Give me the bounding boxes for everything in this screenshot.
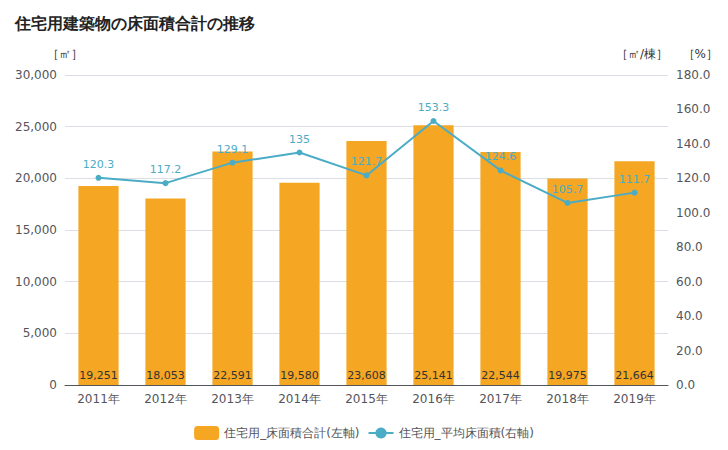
svg-text:住宅用_床面積合計(左軸): 住宅用_床面積合計(左軸) bbox=[223, 426, 359, 440]
svg-text:22,544: 22,544 bbox=[481, 369, 520, 382]
svg-text:住宅用_平均床面積(右軸): 住宅用_平均床面積(右軸) bbox=[398, 426, 534, 440]
svg-text:105.7: 105.7 bbox=[552, 183, 584, 196]
svg-text:140.0: 140.0 bbox=[676, 137, 710, 151]
svg-text:2014年: 2014年 bbox=[278, 392, 321, 406]
svg-text:120.3: 120.3 bbox=[83, 158, 115, 171]
svg-text:［%］: ［%］ bbox=[683, 47, 718, 61]
svg-text:121.7: 121.7 bbox=[351, 155, 383, 168]
svg-text:0.0: 0.0 bbox=[676, 378, 695, 392]
svg-text:100.0: 100.0 bbox=[676, 206, 710, 220]
svg-text:19,975: 19,975 bbox=[548, 369, 587, 382]
svg-text:124.6: 124.6 bbox=[485, 150, 517, 163]
svg-text:［㎡/棟］: ［㎡/棟］ bbox=[616, 47, 668, 61]
svg-text:19,580: 19,580 bbox=[280, 369, 319, 382]
svg-text:23,608: 23,608 bbox=[347, 369, 386, 382]
svg-text:153.3: 153.3 bbox=[418, 101, 450, 114]
svg-text:20,000: 20,000 bbox=[15, 171, 57, 185]
svg-text:21,664: 21,664 bbox=[615, 369, 654, 382]
svg-text:5,000: 5,000 bbox=[23, 326, 57, 340]
svg-text:40.0: 40.0 bbox=[676, 309, 703, 323]
svg-text:22,591: 22,591 bbox=[213, 369, 252, 382]
svg-text:2018年: 2018年 bbox=[546, 392, 589, 406]
svg-text:18,053: 18,053 bbox=[146, 369, 185, 382]
svg-text:19,251: 19,251 bbox=[79, 369, 118, 382]
svg-text:2015年: 2015年 bbox=[345, 392, 388, 406]
svg-text:2011年: 2011年 bbox=[77, 392, 120, 406]
svg-text:80.0: 80.0 bbox=[676, 240, 703, 254]
svg-text:25,141: 25,141 bbox=[414, 369, 453, 382]
svg-text:［㎡］: ［㎡］ bbox=[47, 47, 83, 61]
svg-text:111.7: 111.7 bbox=[619, 173, 651, 186]
svg-text:2016年: 2016年 bbox=[412, 392, 455, 406]
svg-text:180.0: 180.0 bbox=[676, 68, 710, 82]
svg-text:住宅用建築物の床面積合計の推移: 住宅用建築物の床面積合計の推移 bbox=[14, 14, 255, 33]
svg-text:2013年: 2013年 bbox=[211, 392, 254, 406]
svg-text:160.0: 160.0 bbox=[676, 102, 710, 116]
svg-text:0: 0 bbox=[49, 378, 57, 392]
svg-text:20.0: 20.0 bbox=[676, 344, 703, 358]
svg-text:60.0: 60.0 bbox=[676, 275, 703, 289]
svg-text:30,000: 30,000 bbox=[15, 68, 57, 82]
svg-text:15,000: 15,000 bbox=[15, 223, 57, 237]
svg-text:2019年: 2019年 bbox=[613, 392, 656, 406]
svg-text:135: 135 bbox=[289, 133, 310, 146]
svg-text:120.0: 120.0 bbox=[676, 171, 710, 185]
svg-text:129.1: 129.1 bbox=[217, 143, 249, 156]
svg-text:25,000: 25,000 bbox=[15, 120, 57, 134]
svg-text:2017年: 2017年 bbox=[479, 392, 522, 406]
svg-text:117.2: 117.2 bbox=[150, 163, 182, 176]
svg-text:10,000: 10,000 bbox=[15, 275, 57, 289]
svg-text:2012年: 2012年 bbox=[144, 392, 187, 406]
